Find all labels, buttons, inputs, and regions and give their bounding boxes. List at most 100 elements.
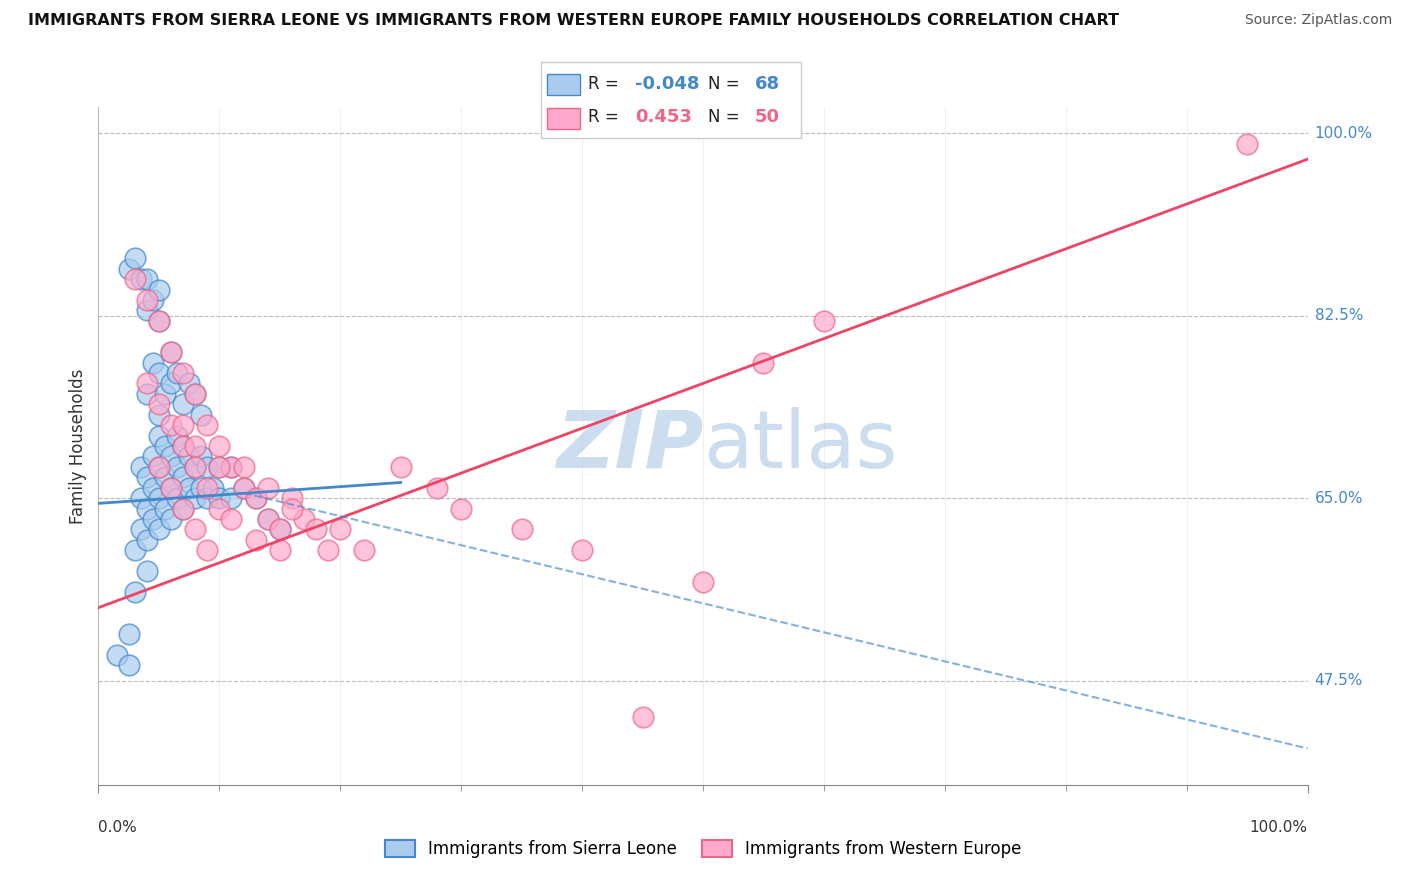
Point	[135, 376, 157, 391]
Point	[184, 459, 207, 474]
Text: N =: N =	[707, 108, 745, 126]
Text: R =: R =	[588, 108, 624, 126]
Point	[148, 523, 170, 537]
Point	[148, 397, 170, 411]
Legend: Immigrants from Sierra Leone, Immigrants from Western Europe: Immigrants from Sierra Leone, Immigrants…	[378, 833, 1028, 864]
Point	[118, 658, 141, 673]
Text: 100.0%: 100.0%	[1250, 820, 1308, 835]
Point	[166, 366, 188, 380]
Point	[172, 397, 194, 411]
Point	[269, 543, 291, 558]
Point	[190, 450, 212, 464]
Point	[184, 459, 207, 474]
Point	[208, 459, 231, 474]
Point	[692, 574, 714, 589]
Point	[135, 272, 157, 286]
Point	[292, 512, 315, 526]
Point	[166, 491, 188, 505]
Point	[195, 491, 218, 505]
Point	[148, 459, 170, 474]
Text: IMMIGRANTS FROM SIERRA LEONE VS IMMIGRANTS FROM WESTERN EUROPE FAMILY HOUSEHOLDS: IMMIGRANTS FROM SIERRA LEONE VS IMMIGRAN…	[28, 13, 1119, 29]
Point	[153, 501, 176, 516]
Point	[148, 408, 170, 422]
Bar	[547, 108, 581, 129]
Point	[269, 523, 291, 537]
Text: ZIP: ZIP	[555, 407, 703, 485]
Point	[148, 314, 170, 328]
Point	[172, 418, 194, 433]
Point	[148, 459, 170, 474]
Point	[160, 345, 183, 359]
Point	[389, 459, 412, 474]
Point	[135, 387, 157, 401]
Point	[129, 459, 152, 474]
Point	[450, 501, 472, 516]
Text: 82.5%: 82.5%	[1315, 308, 1362, 323]
Point	[179, 450, 201, 464]
Point	[179, 376, 201, 391]
Point	[172, 366, 194, 380]
Point	[813, 314, 835, 328]
Point	[172, 470, 194, 484]
Point	[256, 512, 278, 526]
Point	[124, 585, 146, 599]
Point	[245, 491, 267, 505]
Point	[172, 439, 194, 453]
Point	[245, 491, 267, 505]
Point	[135, 303, 157, 318]
Point	[153, 470, 176, 484]
Point	[124, 272, 146, 286]
Point	[208, 501, 231, 516]
Text: N =: N =	[707, 75, 745, 93]
Point	[135, 501, 157, 516]
Point	[316, 543, 339, 558]
Point	[148, 428, 170, 442]
Point	[195, 481, 218, 495]
Point	[166, 459, 188, 474]
Point	[142, 481, 165, 495]
Point	[172, 501, 194, 516]
Point	[142, 355, 165, 369]
Point	[153, 439, 176, 453]
Bar	[547, 74, 581, 95]
Point	[195, 418, 218, 433]
Point	[245, 533, 267, 547]
Point	[160, 512, 183, 526]
Point	[221, 512, 243, 526]
Point	[129, 491, 152, 505]
Point	[184, 439, 207, 453]
Point	[305, 523, 328, 537]
Text: 0.453: 0.453	[636, 108, 692, 126]
Point	[148, 366, 170, 380]
Point	[256, 481, 278, 495]
Point	[129, 272, 152, 286]
Y-axis label: Family Households: Family Households	[69, 368, 87, 524]
Point	[232, 481, 254, 495]
Point	[184, 523, 207, 537]
Point	[208, 491, 231, 505]
Point	[135, 533, 157, 547]
Point	[118, 261, 141, 276]
Point	[142, 293, 165, 307]
Point	[190, 408, 212, 422]
Point	[281, 501, 304, 516]
Point	[184, 491, 207, 505]
Point	[571, 543, 593, 558]
Text: 0.0%: 0.0%	[98, 820, 138, 835]
Point	[195, 543, 218, 558]
Point	[172, 439, 194, 453]
Point	[426, 481, 449, 495]
Point	[124, 252, 146, 266]
Text: 68: 68	[755, 75, 780, 93]
Point	[166, 428, 188, 442]
Point	[160, 481, 183, 495]
Point	[148, 314, 170, 328]
Point	[118, 626, 141, 640]
Point	[142, 450, 165, 464]
Point	[329, 523, 352, 537]
Point	[510, 523, 533, 537]
Point	[135, 564, 157, 578]
Point	[160, 345, 183, 359]
Point	[1236, 136, 1258, 151]
Text: atlas: atlas	[703, 407, 897, 485]
